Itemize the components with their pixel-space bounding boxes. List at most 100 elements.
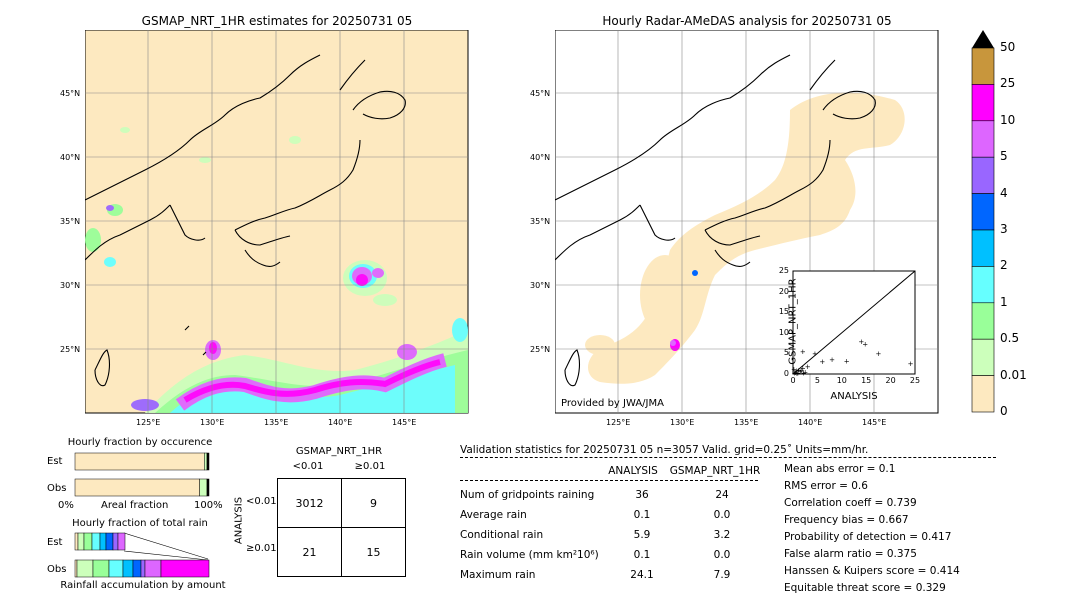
colorbar-swatch [971, 338, 995, 376]
occurrence-bar-segment [74, 478, 200, 497]
contingency-row-ge: ≥0.01 [246, 543, 277, 554]
tot-row-est: Est [47, 537, 63, 548]
score-3: Frequency bias = 0.667 [784, 514, 909, 526]
scatter-ytick: 25 [778, 266, 789, 275]
occurrence-bar-segment [206, 478, 210, 497]
right-map-coastline [555, 54, 876, 387]
stat-analysis-2: 5.9 [633, 529, 651, 541]
left-lat-45: 45°N [60, 89, 81, 98]
contingency-col-ge: ≥0.01 [354, 461, 386, 472]
occ-axis-left: 0% [58, 500, 74, 511]
stat-gsmap-3: 0.0 [713, 549, 731, 561]
contingency-col-lt: <0.01 [292, 461, 324, 472]
stat-label-2: Conditional rain [460, 529, 544, 541]
occurrence-bar-segment [204, 452, 208, 471]
contingency-cell-01: 9 [341, 478, 406, 528]
data-credit: Provided by JWA/JMA [561, 398, 664, 409]
colorbar-swatch [971, 47, 995, 85]
left-lat-35: 35°N [60, 217, 81, 226]
left-map [85, 30, 469, 414]
scatter-point: + [858, 338, 864, 346]
scatter-point: + [829, 356, 835, 364]
colorbar-label: 1 [1000, 294, 1008, 309]
total-rain-bar-segment [92, 559, 110, 578]
validation-divider [460, 457, 996, 458]
scatter-xlabel: ANALYSIS [830, 391, 878, 402]
right-map-coverage [585, 92, 905, 384]
stat-label-3: Rain volume (mm km²10⁶) [460, 549, 599, 561]
total-rain-bar-segment [108, 559, 124, 578]
right-lat-35: 35°N [530, 217, 551, 226]
score-1: RMS error = 0.6 [784, 480, 868, 492]
right-lon-145: 145°E [862, 418, 887, 427]
colorbar-label: 2 [1000, 258, 1008, 273]
occurrence-bar-segment [74, 452, 205, 471]
stat-analysis-3: 0.1 [633, 549, 651, 561]
col-gsmap: GSMAP_NRT_1HR [669, 465, 761, 477]
contingency-cell-10: 21 [277, 527, 342, 577]
occ-row-obs: Obs [47, 483, 67, 494]
left-lon-130: 130°E [200, 418, 225, 427]
scatter-ytick: 20 [778, 286, 789, 296]
scatter-xtick: 20 [885, 376, 896, 385]
scatter-xtick: 5 [814, 376, 820, 385]
colorbar-label: 5 [1000, 149, 1008, 164]
total-rain-bar-segment [83, 532, 93, 551]
stat-gsmap-1: 0.0 [713, 509, 731, 521]
right-lat-30: 30°N [530, 281, 551, 290]
scatter-ytick: 5 [783, 348, 789, 358]
left-lat-40: 40°N [60, 153, 81, 162]
total-rain-bar-segment [76, 559, 94, 578]
left-map-coastline [85, 54, 406, 387]
scatter-ylabel: GSMAP_NRT_1HR [787, 278, 799, 365]
fraction-occurrence-title: Hourly fraction by occurence [67, 437, 213, 448]
occurrence-bar-segment [206, 452, 210, 471]
colorbar-label: 3 [1000, 222, 1008, 236]
scatter-xtick: 25 [909, 376, 921, 385]
total-rain-bar-segment [140, 559, 146, 578]
colorbar-swatch [971, 375, 995, 413]
contingency-cell-00: 3012 [277, 478, 342, 528]
scatter-point: + [797, 368, 803, 376]
stat-label-0: Num of gridpoints raining [460, 489, 595, 501]
scatter-point: + [875, 350, 881, 358]
colorbar-label: 0.5 [1000, 331, 1020, 346]
colorbar-swatch [971, 84, 995, 122]
total-rain-bar-segment [105, 532, 114, 551]
left-lon-135: 135°E [264, 418, 289, 427]
scatter-inset: ++++++++++++ ++ + +++++++ [791, 270, 916, 378]
colorbar-label: 0 [1000, 404, 1008, 418]
scatter-point: + [812, 350, 818, 358]
stat-gsmap-4: 7.9 [713, 569, 731, 581]
scatter-point: + [862, 340, 868, 348]
total-rain-bar-segment [74, 559, 78, 578]
score-0: Mean abs error = 0.1 [784, 463, 896, 475]
scatter-point: + [796, 366, 802, 374]
score-2: Correlation coeff = 0.739 [784, 497, 917, 509]
right-lon-140: 140°E [798, 418, 823, 427]
occurrence-bar-segment [199, 478, 208, 497]
total-rain-bar-segment [160, 559, 210, 578]
scatter-point: + [802, 368, 808, 376]
total-rain-bar-segment [99, 532, 107, 551]
scatter-point: + [800, 364, 806, 372]
colorbar-swatch [971, 120, 995, 158]
left-lon-140: 140°E [328, 418, 353, 427]
scatter-ytick: 15 [778, 307, 789, 317]
total-rain-bar-segment [91, 532, 101, 551]
contingency-side-label: ANALYSIS [233, 496, 245, 545]
score-6: Hanssen & Kuipers score = 0.414 [784, 565, 960, 577]
scatter-point: + [794, 370, 800, 378]
occ-axis-mid: Areal fraction [101, 500, 169, 511]
stat-label-1: Average rain [460, 509, 527, 521]
colorbar-swatch [971, 156, 995, 194]
colorbar-swatches [971, 47, 995, 413]
scatter-ytick: 10 [778, 327, 789, 337]
score-5: False alarm ratio = 0.375 [784, 548, 917, 560]
stat-analysis-1: 0.1 [633, 509, 651, 521]
contingency-cell-11: 15 [341, 527, 406, 577]
score-7: Equitable threat score = 0.329 [784, 582, 946, 594]
left-map-title: GSMAP_NRT_1HR estimates for 20250731 05 [141, 14, 413, 28]
colorbar-swatch [971, 229, 995, 267]
right-lat-45: 45°N [530, 89, 551, 98]
